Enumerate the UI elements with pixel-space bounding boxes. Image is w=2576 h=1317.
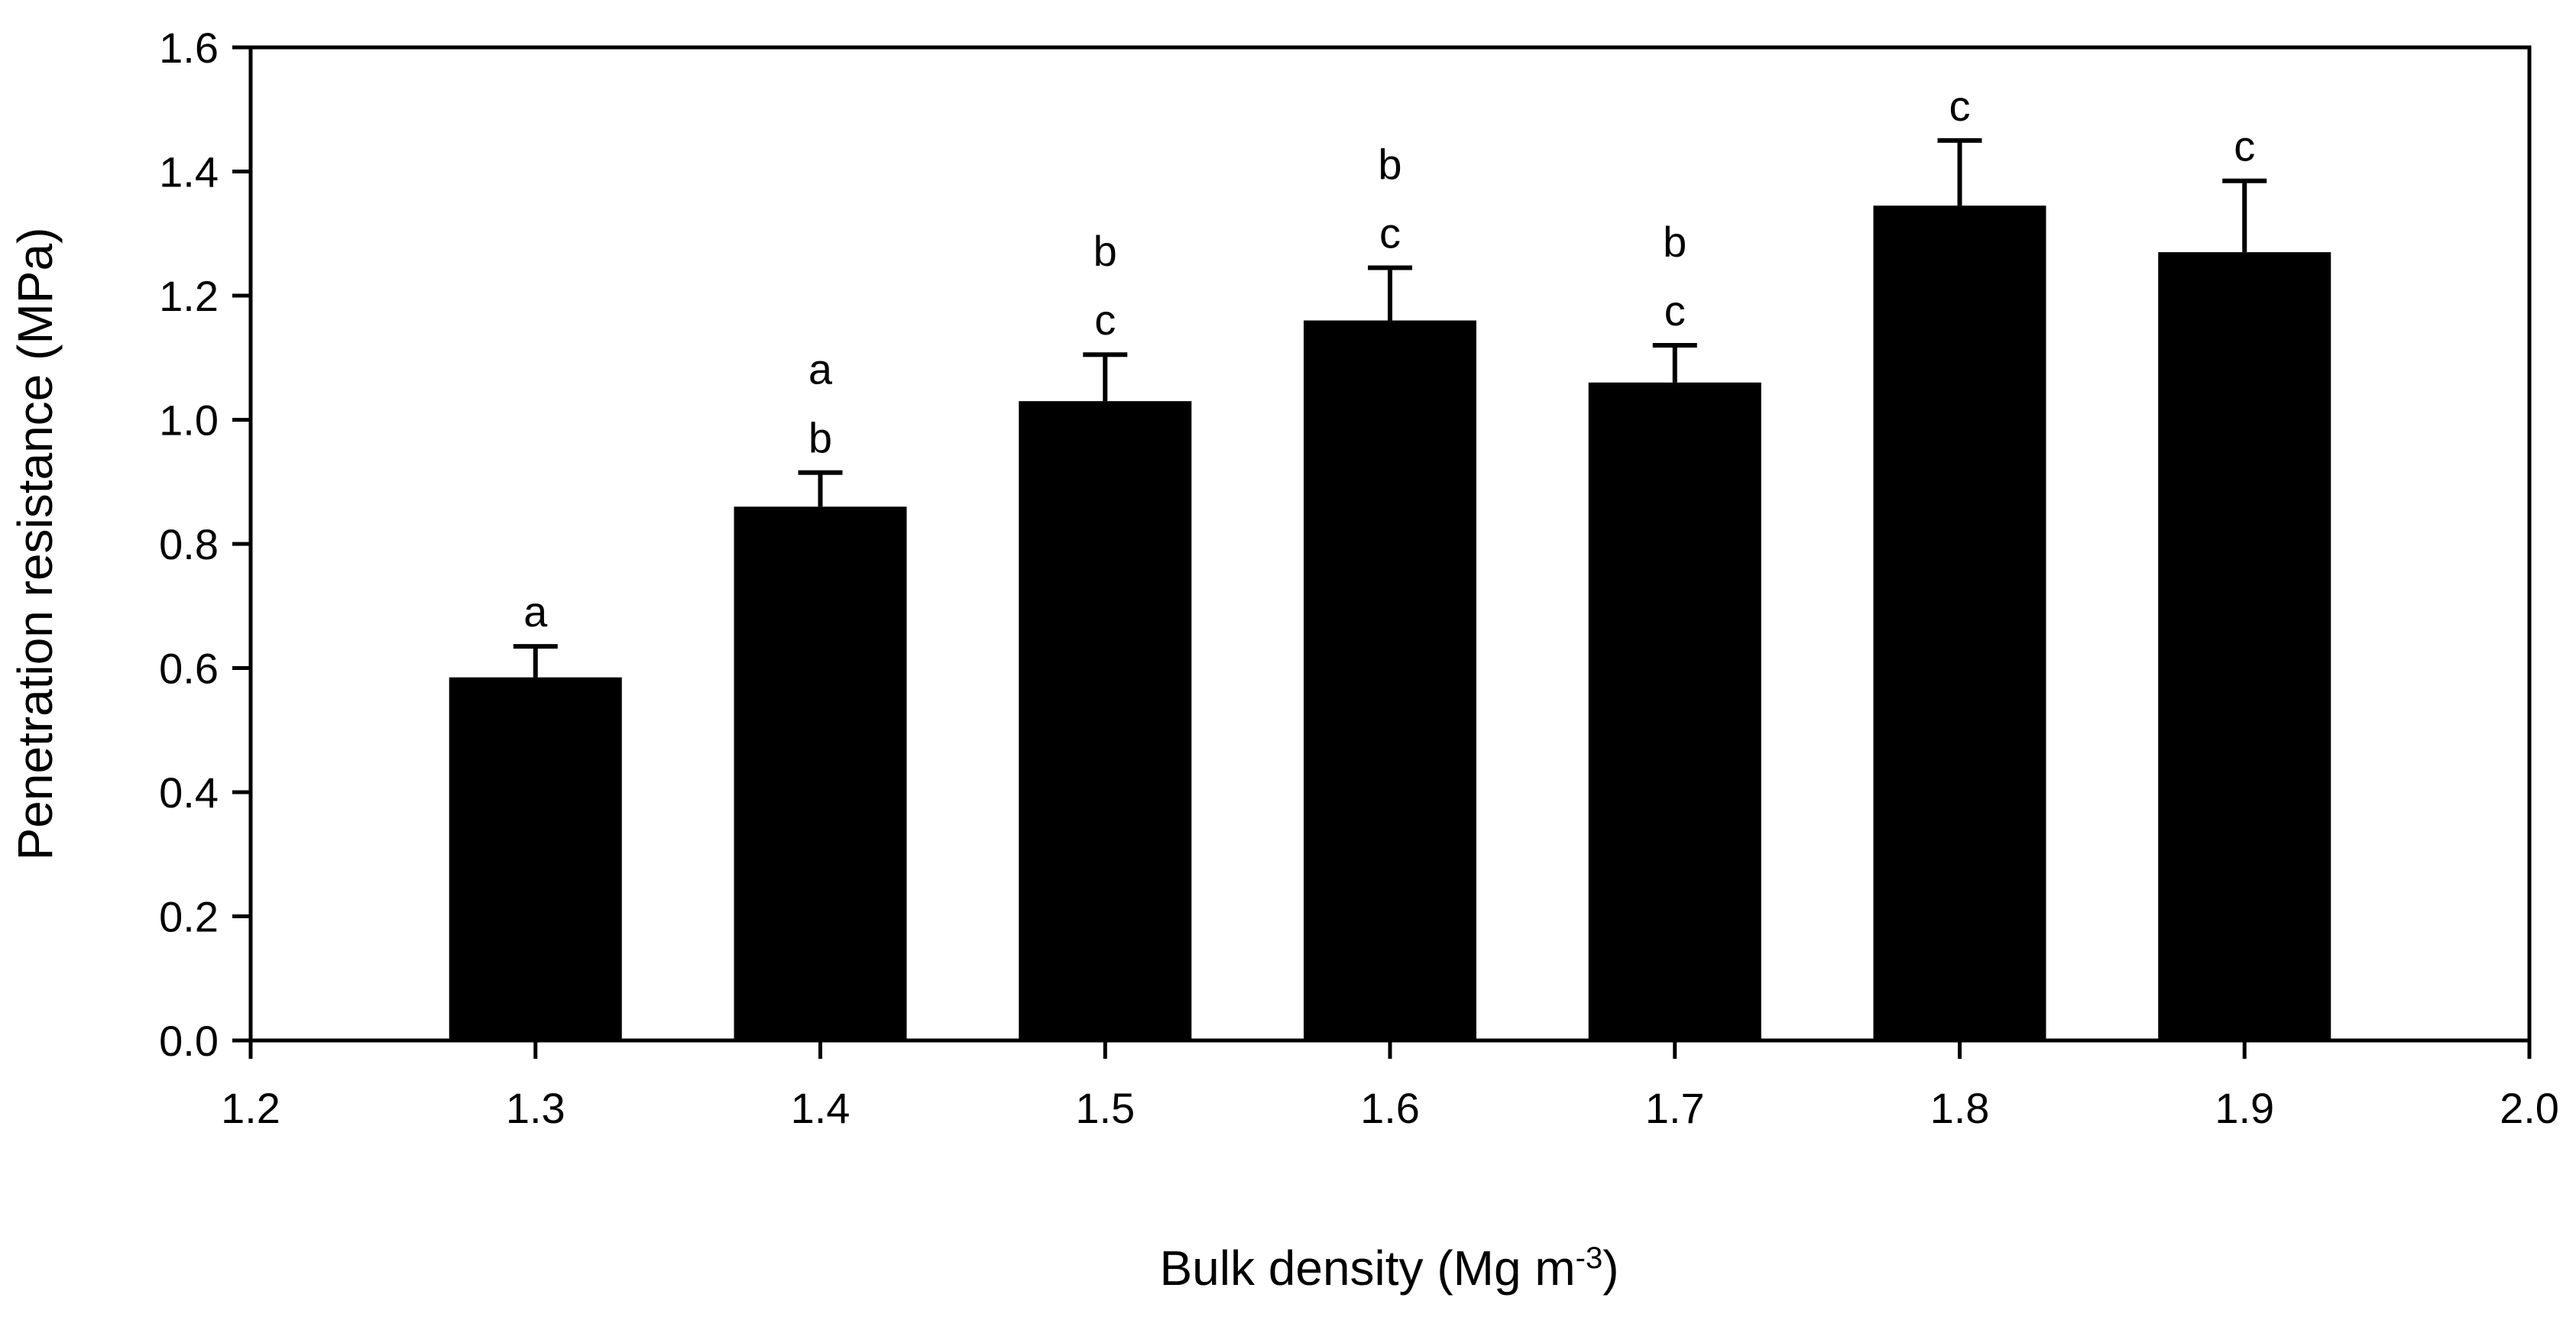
bar-1: [734, 506, 907, 1040]
significance-letter-5-0: c: [1949, 82, 1971, 130]
y-tick-label-5: 1.0: [159, 396, 219, 445]
y-tick-label-7: 1.4: [159, 148, 219, 196]
significance-letter-4-1: c: [1664, 286, 1686, 335]
error-bars-layer: [513, 138, 2267, 678]
bar-5: [1873, 205, 2046, 1040]
x-tick-label-2: 1.4: [791, 1084, 851, 1132]
x-axis-label-suffix: ): [1602, 1241, 1619, 1296]
bar-6: [2158, 252, 2331, 1040]
bar-4: [1588, 382, 1761, 1040]
bar-2: [1019, 401, 1192, 1040]
x-axis-label: Bulk density (Mg m-3): [1159, 1241, 1619, 1296]
y-tick-label-1: 0.2: [159, 893, 219, 941]
x-axis-ticks: 1.2 1.3 1.4 1.5 1.6 1.7 1.8 1.9 2.0: [221, 1040, 2559, 1132]
x-tick-label-3: 1.5: [1075, 1084, 1135, 1132]
bars-layer: [449, 205, 2331, 1040]
bar-0: [449, 677, 622, 1040]
significance-letter-3-1: c: [1379, 209, 1401, 257]
bar-3: [1304, 320, 1476, 1040]
significance-letter-3-0: b: [1378, 140, 1401, 188]
significance-letter-0-0: a: [523, 587, 548, 636]
x-tick-label-7: 1.9: [2215, 1084, 2274, 1132]
y-tick-label-2: 0.4: [159, 769, 219, 817]
y-tick-label-3: 0.6: [159, 645, 219, 693]
y-tick-label-8: 1.6: [159, 24, 219, 72]
x-tick-label-0: 1.2: [221, 1084, 280, 1132]
significance-letter-4-0: b: [1663, 218, 1687, 266]
x-axis-label-main: Bulk density (Mg m: [1159, 1241, 1575, 1296]
y-tick-label-6: 1.2: [159, 272, 219, 320]
x-tick-label-6: 1.8: [1930, 1084, 1990, 1132]
y-axis-ticks: 0.0 0.2 0.4 0.6 0.8 1.0 1.2 1.4 1.6: [159, 24, 251, 1065]
significance-letter-2-0: b: [1094, 227, 1117, 275]
x-tick-label-5: 1.7: [1645, 1084, 1705, 1132]
significance-letter-6-0: c: [2234, 122, 2255, 170]
x-tick-label-1: 1.3: [506, 1084, 565, 1132]
significance-letter-1-1: b: [808, 414, 832, 462]
y-tick-label-0: 0.0: [159, 1017, 219, 1065]
x-axis-label-superscript: -3: [1576, 1241, 1603, 1275]
y-tick-label-4: 0.8: [159, 520, 219, 568]
significance-letter-2-1: c: [1094, 296, 1116, 344]
y-axis-label: Penetration resistance (MPa): [8, 228, 63, 861]
x-tick-label-4: 1.6: [1360, 1084, 1420, 1132]
significance-letter-1-0: a: [808, 345, 833, 393]
x-tick-label-8: 2.0: [2500, 1084, 2559, 1132]
